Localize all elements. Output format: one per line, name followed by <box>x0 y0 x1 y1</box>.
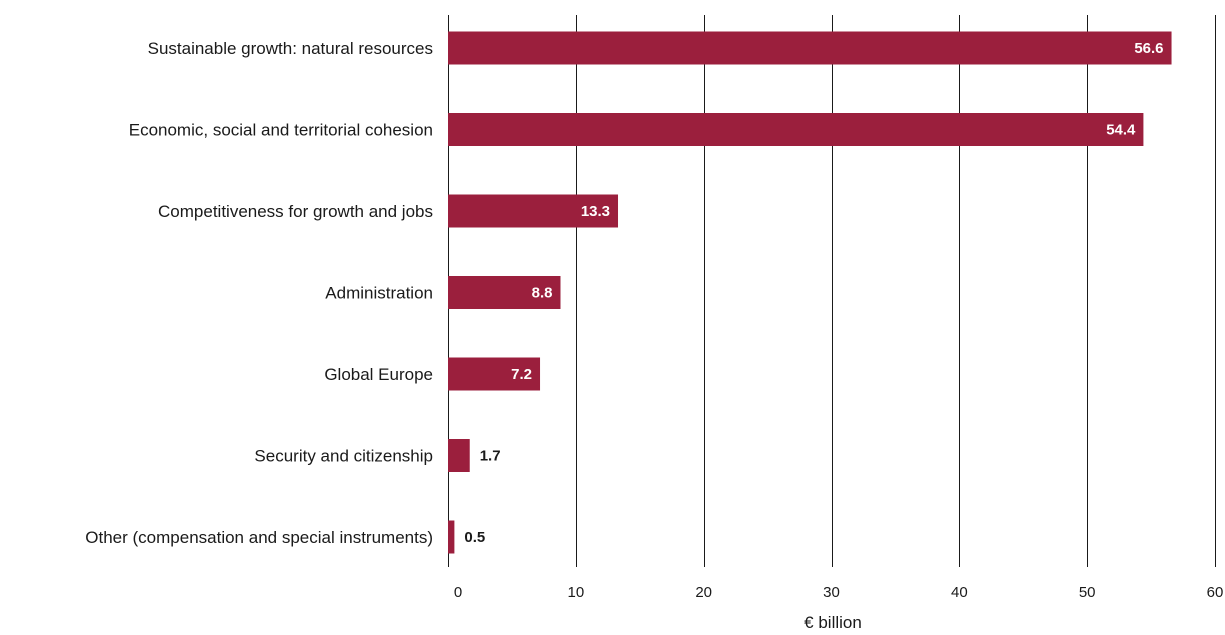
bars <box>448 31 1172 554</box>
bar <box>448 31 1172 65</box>
category-label: Administration <box>325 284 433 303</box>
gridlines <box>448 15 1216 567</box>
x-tick-label: 40 <box>951 584 968 601</box>
x-tick-label: 30 <box>823 584 840 601</box>
value-label: 13.3 <box>581 203 610 220</box>
bar <box>448 357 541 391</box>
value-label: 1.7 <box>480 448 501 465</box>
x-axis-title: € billion <box>804 613 862 632</box>
x-tick-label: 20 <box>695 584 712 601</box>
bar <box>448 194 619 228</box>
value-label: 7.2 <box>511 366 532 383</box>
bar <box>448 276 561 309</box>
x-tick-label: 50 <box>1079 584 1096 601</box>
bar <box>448 520 455 554</box>
value-label: 8.8 <box>532 285 553 302</box>
value-labels: 56.6 54.4 13.3 8.8 7.2 1.7 0.5 <box>464 40 1163 546</box>
x-tick-labels: 0 10 20 30 40 50 60 <box>454 584 1224 601</box>
bar <box>448 113 1144 146</box>
value-label: 0.5 <box>464 529 485 546</box>
category-label: Economic, social and territorial cohesio… <box>129 121 433 140</box>
category-label: Global Europe <box>324 365 433 384</box>
value-label: 54.4 <box>1106 122 1136 139</box>
x-tick-label: 10 <box>567 584 584 601</box>
x-tick-label: 0 <box>454 584 462 601</box>
x-tick-label: 60 <box>1207 584 1224 601</box>
category-label: Other (compensation and special instrume… <box>85 528 433 547</box>
category-label: Competitiveness for growth and jobs <box>158 202 433 221</box>
category-label: Sustainable growth: natural resources <box>148 39 433 58</box>
category-label: Security and citizenship <box>254 447 433 466</box>
category-labels: Sustainable growth: natural resources Eco… <box>85 39 433 547</box>
value-label: 56.6 <box>1134 40 1163 57</box>
bar <box>448 439 470 472</box>
